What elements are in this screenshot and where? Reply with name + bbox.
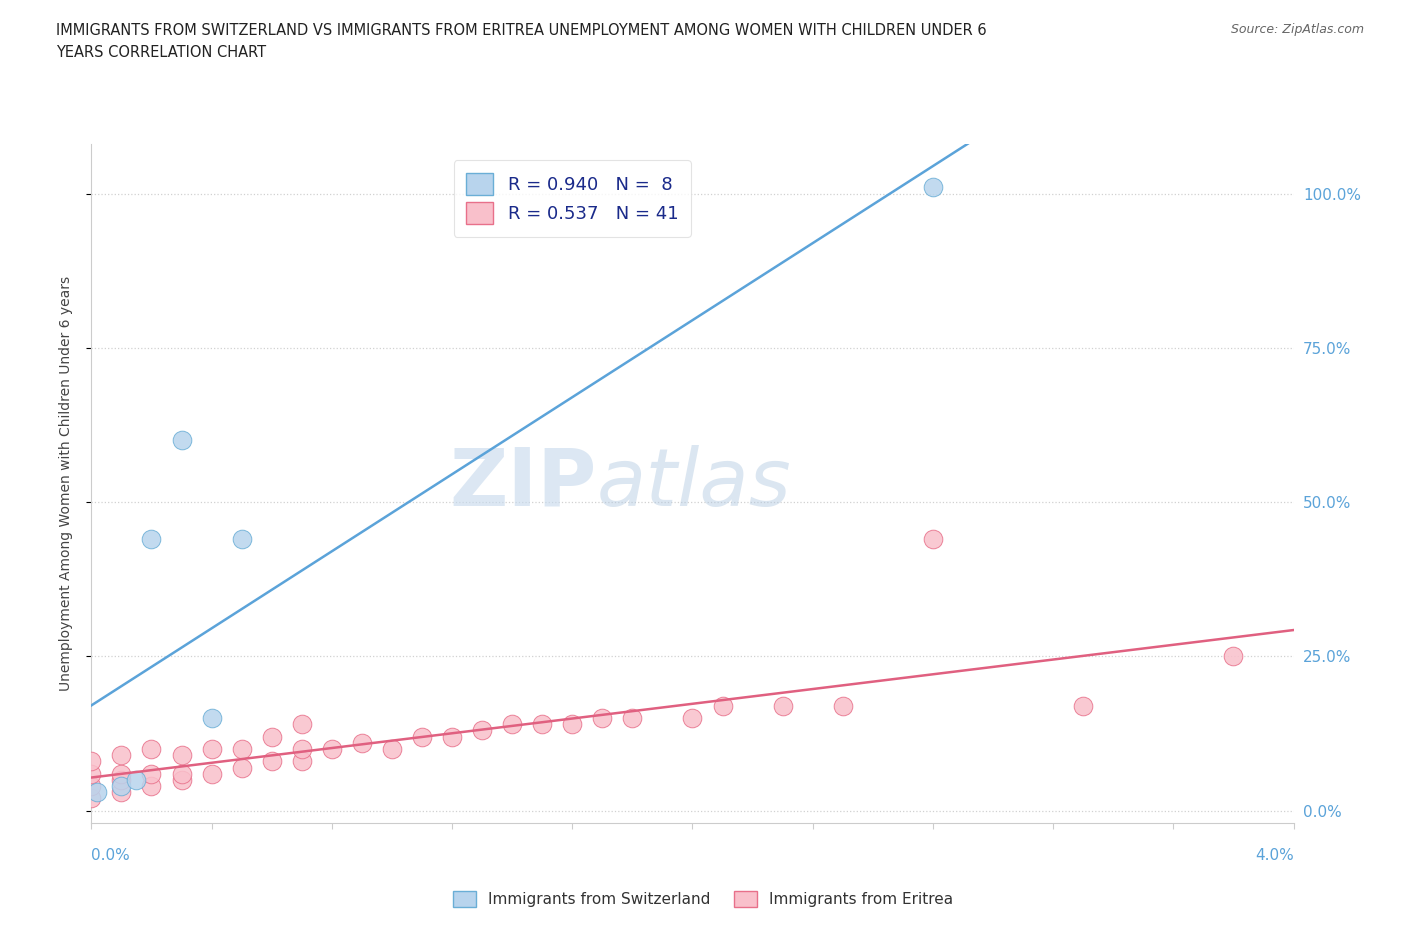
Point (110, 778, 132, 793)
Text: YEARS CORRELATION CHART: YEARS CORRELATION CHART (56, 45, 266, 60)
Legend: R = 0.940   N =  8, R = 0.537   N = 41: R = 0.940 N = 8, R = 0.537 N = 41 (454, 160, 690, 236)
Point (501, 717, 523, 732)
Point (141, 532, 163, 547)
Point (922, 532, 945, 547)
Point (260, 729, 283, 744)
Point (231, 532, 253, 547)
Point (125, 773, 148, 788)
Point (711, 698, 734, 713)
Point (141, 766, 163, 781)
Point (170, 766, 193, 781)
Point (170, 433, 193, 448)
Point (110, 748, 132, 763)
Point (80, 778, 103, 793)
Point (531, 717, 554, 732)
Text: ZIP: ZIP (449, 445, 596, 523)
Point (260, 754, 283, 769)
Point (110, 773, 132, 788)
Point (411, 729, 433, 744)
Point (110, 766, 132, 781)
Point (170, 748, 193, 763)
Text: 0.0%: 0.0% (91, 848, 131, 863)
Point (80, 766, 103, 781)
Point (381, 741, 404, 756)
Point (231, 741, 253, 756)
Point (471, 723, 494, 737)
Point (591, 711, 613, 725)
Point (170, 773, 193, 788)
Point (831, 698, 853, 713)
Point (291, 717, 314, 732)
Point (321, 741, 343, 756)
Legend: Immigrants from Switzerland, Immigrants from Eritrea: Immigrants from Switzerland, Immigrants … (447, 884, 959, 913)
Point (561, 717, 583, 732)
Point (201, 711, 224, 725)
Point (621, 711, 644, 725)
Point (110, 785, 132, 800)
Point (86, 785, 108, 800)
Point (141, 741, 163, 756)
Text: IMMIGRANTS FROM SWITZERLAND VS IMMIGRANTS FROM ERITREA UNEMPLOYMENT AMONG WOMEN : IMMIGRANTS FROM SWITZERLAND VS IMMIGRANT… (56, 23, 987, 38)
Point (440, 729, 463, 744)
Point (291, 754, 314, 769)
Point (141, 778, 163, 793)
Point (291, 741, 314, 756)
Text: 4.0%: 4.0% (1254, 848, 1294, 863)
Point (80, 754, 103, 769)
Point (80, 790, 103, 805)
Y-axis label: Unemployment Among Women with Children Under 6 years: Unemployment Among Women with Children U… (59, 276, 73, 691)
Text: Source: ZipAtlas.com: Source: ZipAtlas.com (1230, 23, 1364, 36)
Point (922, 179, 945, 194)
Text: atlas: atlas (596, 445, 792, 523)
Point (201, 741, 224, 756)
Point (1222, 649, 1244, 664)
Point (201, 766, 224, 781)
Point (681, 711, 703, 725)
Point (231, 760, 253, 775)
Point (350, 736, 373, 751)
Point (772, 698, 794, 713)
Point (1071, 698, 1094, 713)
